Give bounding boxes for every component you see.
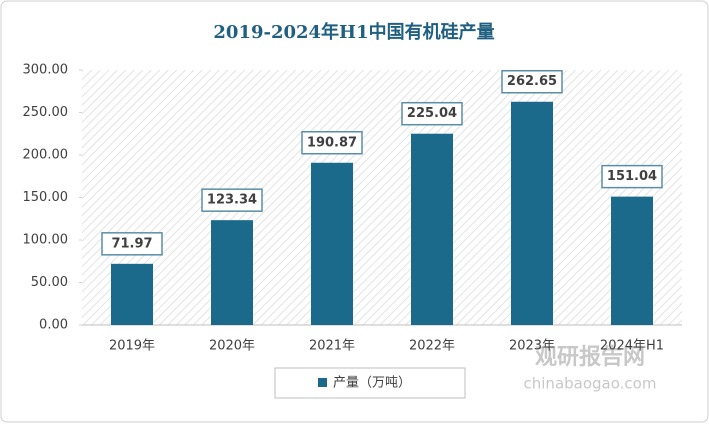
bar [411, 133, 453, 325]
y-tick-label: 100.00 [23, 233, 69, 248]
value-label-box [601, 164, 663, 189]
value-label: 190.87 [307, 135, 357, 150]
watermark-url: chinabaogao.com [524, 375, 657, 393]
value-label: 262.65 [507, 74, 557, 89]
y-tick-label: 200.00 [23, 148, 69, 163]
bar [311, 162, 353, 325]
bar [611, 196, 653, 325]
y-tick-label: 0.00 [39, 318, 68, 333]
x-tick-label: 2023年 [509, 339, 555, 354]
bar [211, 220, 253, 325]
value-label: 151.04 [607, 169, 657, 184]
plot-area [82, 70, 682, 325]
x-tick-label: 2020年 [209, 339, 255, 354]
value-label-box [501, 69, 563, 94]
value-label-box [401, 101, 463, 126]
x-tick-label: 2021年 [309, 339, 355, 354]
x-tick-label: 2024年H1 [600, 339, 664, 354]
x-tick-label: 2022年 [409, 339, 455, 354]
y-tick-label: 250.00 [23, 105, 69, 120]
y-tick-label: 50.00 [31, 275, 68, 290]
legend-swatch [318, 378, 327, 387]
legend [274, 367, 466, 399]
value-label: 225.04 [407, 106, 457, 121]
x-tick-label: 2019年 [109, 339, 155, 354]
value-label: 123.34 [207, 193, 257, 208]
y-tick-label: 300.00 [23, 63, 69, 78]
bar [111, 263, 153, 325]
value-label: 71.97 [111, 236, 152, 251]
legend-label: 产量（万吨） [333, 376, 411, 391]
value-label-box [201, 188, 263, 212]
value-label-box [301, 131, 363, 155]
value-label-box [101, 232, 163, 256]
bar [511, 101, 553, 325]
watermark: 观研报告网 [535, 345, 645, 370]
chart-title: 2019-2024年H1中国有机硅产量 [213, 21, 494, 43]
y-tick-label: 150.00 [23, 190, 69, 205]
